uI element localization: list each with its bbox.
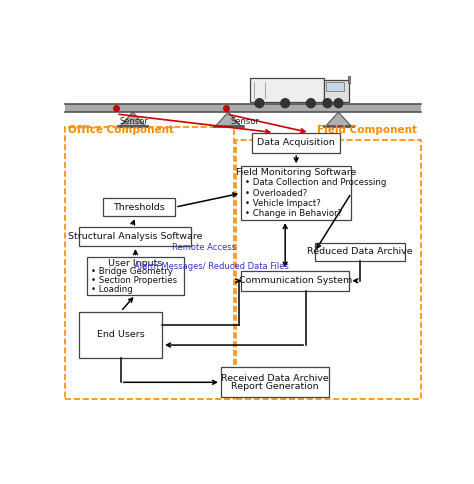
Text: • Data Collection and Processing: • Data Collection and Processing xyxy=(246,179,387,187)
Text: • Change in Behavior?: • Change in Behavior? xyxy=(246,209,343,218)
Bar xyxy=(315,242,404,261)
Bar xyxy=(241,271,349,291)
Bar xyxy=(250,78,324,102)
Bar xyxy=(347,76,350,83)
Text: Thresholds: Thresholds xyxy=(113,203,165,212)
Text: End Users: End Users xyxy=(97,330,145,339)
Text: Structural Analysis Software: Structural Analysis Software xyxy=(68,232,203,241)
Bar xyxy=(80,312,162,358)
Text: Remote Access: Remote Access xyxy=(173,243,237,252)
Bar xyxy=(87,257,184,295)
Bar xyxy=(252,133,340,153)
Bar xyxy=(241,166,351,220)
Bar xyxy=(326,82,344,91)
Circle shape xyxy=(334,99,343,107)
Text: Alarm Messages/ Reduced Data Files: Alarm Messages/ Reduced Data Files xyxy=(134,262,289,271)
Text: • Bridge Geometry: • Bridge Geometry xyxy=(91,267,173,276)
Bar xyxy=(65,127,234,399)
Text: Reduced Data Archive: Reduced Data Archive xyxy=(307,247,412,257)
Circle shape xyxy=(255,99,264,107)
Bar xyxy=(236,140,421,399)
Text: Office Component: Office Component xyxy=(68,125,174,136)
Bar xyxy=(221,367,329,397)
Bar xyxy=(324,80,349,102)
Text: Sensor: Sensor xyxy=(230,117,259,125)
Text: Received Data Archive: Received Data Archive xyxy=(221,374,329,383)
Polygon shape xyxy=(326,112,351,126)
Text: Field Component: Field Component xyxy=(318,125,418,136)
Bar xyxy=(103,198,175,216)
Text: Data Acquisition: Data Acquisition xyxy=(257,138,335,147)
Text: Communication System: Communication System xyxy=(238,276,352,285)
Polygon shape xyxy=(215,112,241,126)
Text: • Loading: • Loading xyxy=(91,285,133,294)
Text: • Overloaded?: • Overloaded? xyxy=(246,189,308,197)
Circle shape xyxy=(307,99,315,107)
Text: • Section Properties: • Section Properties xyxy=(91,276,177,285)
Text: Sensor: Sensor xyxy=(120,117,149,125)
Circle shape xyxy=(281,99,290,107)
Text: Report Generation: Report Generation xyxy=(231,382,319,391)
Bar xyxy=(65,104,421,112)
Circle shape xyxy=(323,99,332,107)
Bar xyxy=(80,227,191,246)
Text: User Inputs: User Inputs xyxy=(108,258,163,268)
Polygon shape xyxy=(120,112,146,126)
Text: Field Monitoring Software: Field Monitoring Software xyxy=(236,168,356,177)
Text: • Vehicle Impact?: • Vehicle Impact? xyxy=(246,199,321,208)
